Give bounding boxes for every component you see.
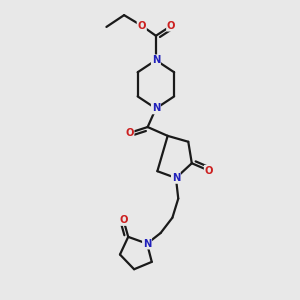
Text: O: O bbox=[205, 166, 213, 176]
Text: N: N bbox=[172, 173, 180, 183]
Text: O: O bbox=[167, 21, 176, 31]
Text: O: O bbox=[119, 215, 128, 225]
Text: N: N bbox=[152, 103, 160, 113]
Text: N: N bbox=[143, 238, 151, 249]
Text: O: O bbox=[125, 128, 134, 138]
Text: N: N bbox=[152, 55, 160, 65]
Text: O: O bbox=[137, 21, 146, 31]
